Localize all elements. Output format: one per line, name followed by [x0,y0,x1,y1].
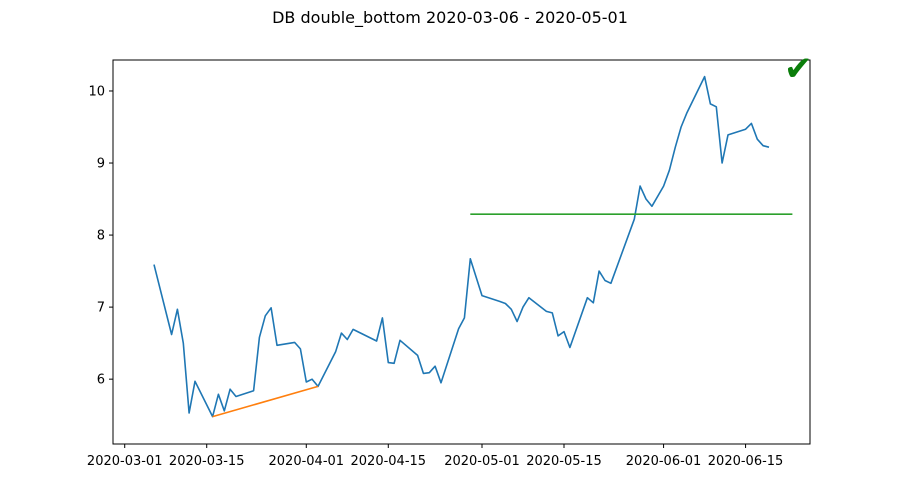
x-tick-label: 2020-06-15 [708,454,784,469]
x-tick-label: 2020-03-15 [169,454,245,469]
plot-frame [112,59,811,445]
y-tick-label: 6 [97,373,105,388]
series-layer [153,75,793,418]
x-axis: 2020-03-01 2020-03-15 2020-04-01 2020-04-15… [87,444,783,469]
x-tick-label: 2020-06-01 [626,454,702,469]
y-tick-label: 9 [97,157,105,172]
check-mark-icon: ✔ [784,49,813,89]
x-tick-label: 2020-03-01 [87,454,163,469]
y-axis: 6 7 8 9 10 [88,84,113,388]
series-line-1 [153,75,770,418]
x-tick-label: 2020-04-15 [351,454,427,469]
y-tick-label: 8 [97,229,105,244]
x-tick-label: 2020-05-01 [444,454,520,469]
x-tick-label: 2020-04-01 [269,454,345,469]
series-line-2 [212,385,319,418]
y-tick-label: 7 [97,301,105,316]
y-tick-label: 10 [88,84,105,99]
x-tick-label: 2020-05-15 [526,454,602,469]
chart-title: DB double_bottom 2020-03-06 - 2020-05-01 [272,8,628,27]
